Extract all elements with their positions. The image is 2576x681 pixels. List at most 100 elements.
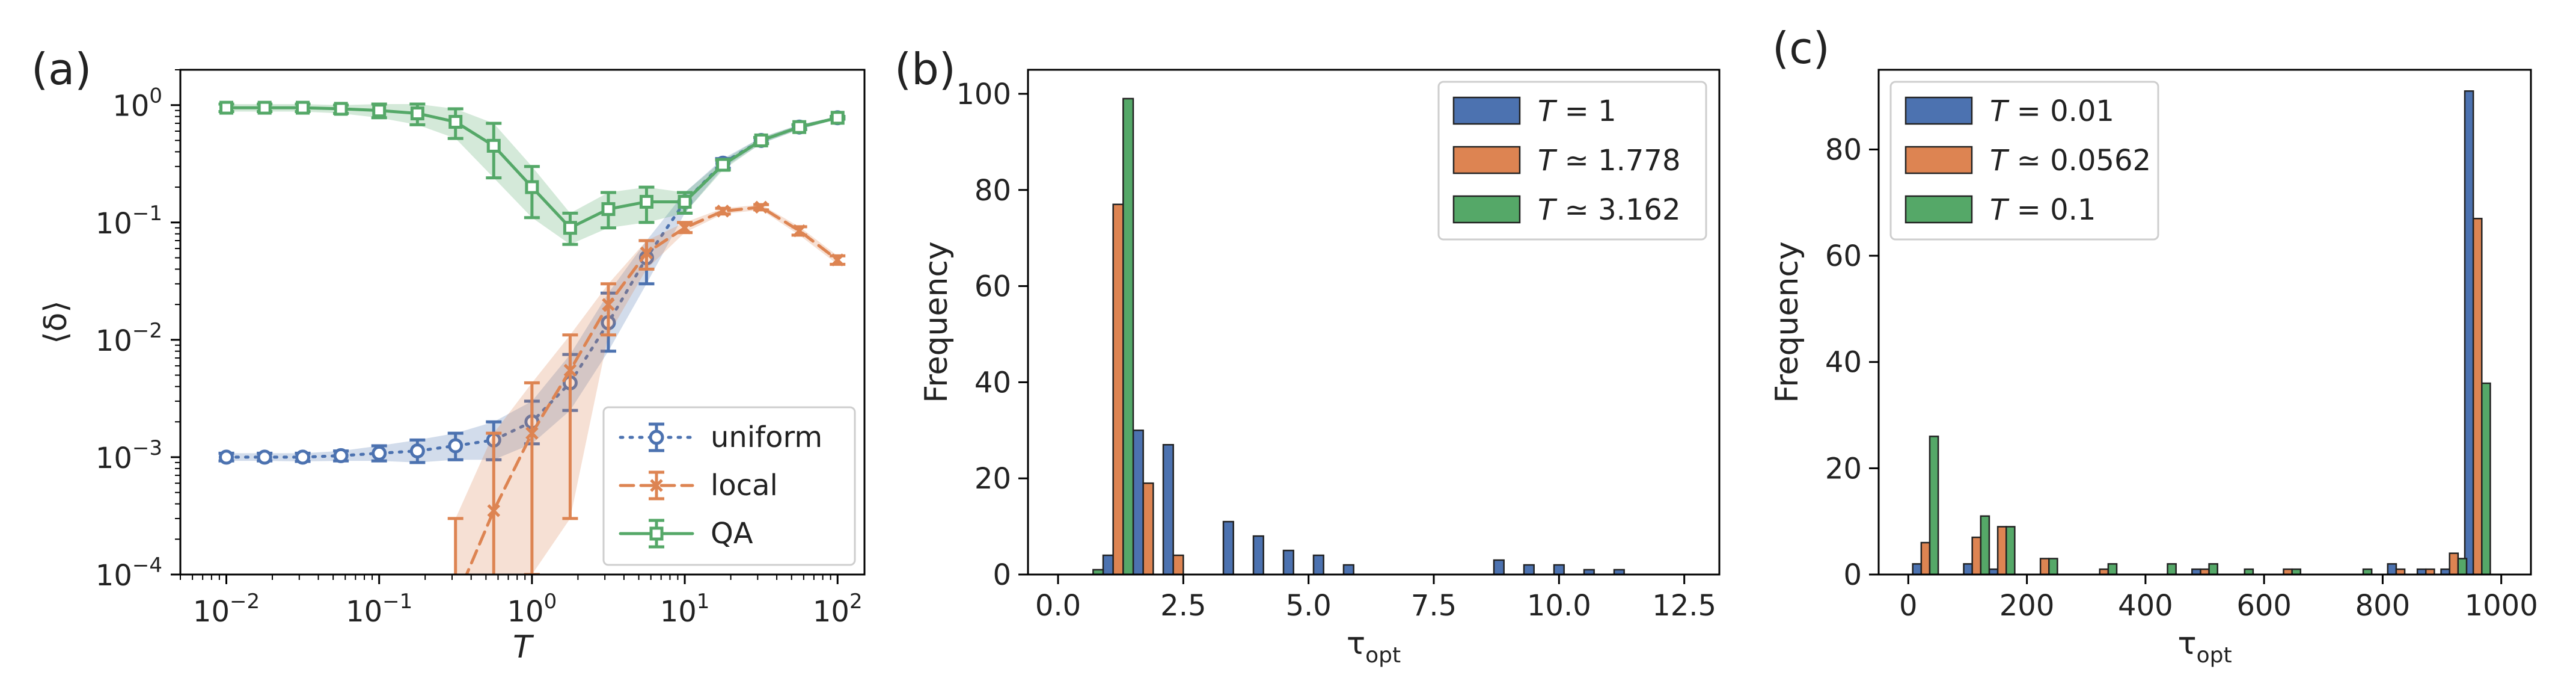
bar-1: [1132, 430, 1144, 576]
point-QA: [792, 120, 807, 134]
point-local: [640, 246, 653, 260]
bar-1: [1252, 535, 1264, 576]
bar-0.1: [2481, 382, 2491, 576]
panel-b-frame: [1027, 69, 1721, 576]
point-QA: [754, 133, 768, 147]
x-tick-label: 10−1: [346, 590, 412, 629]
y-tick-label: 40: [1825, 346, 1862, 380]
legend-swatch: [1452, 146, 1521, 174]
y-tick-label: 40: [974, 366, 1011, 399]
panel-a-frame: [179, 69, 866, 576]
y-tick-label: 0: [1843, 558, 1862, 592]
point-uniform: [409, 443, 425, 459]
point-uniform: [333, 448, 349, 463]
legend-box: [602, 406, 856, 566]
point-local: [602, 298, 615, 311]
point-QA: [525, 180, 539, 194]
point-uniform: [257, 449, 272, 465]
bar-0.0562: [2039, 558, 2050, 576]
bar-1: [1162, 444, 1174, 576]
legend-swatch: [1452, 96, 1521, 125]
point-uniform: [295, 449, 311, 465]
bar-1: [1523, 564, 1535, 576]
x-tick-label: 102: [813, 590, 863, 629]
point-QA: [486, 138, 501, 153]
y-tick-label: 100: [112, 84, 162, 123]
bar-3.162: [1122, 97, 1134, 576]
y-tick-label: 80: [974, 174, 1011, 208]
point-uniform: [219, 449, 234, 465]
legend-swatch: [1452, 195, 1521, 224]
bar-0.1: [2005, 526, 2016, 576]
point-local: [754, 200, 768, 214]
y-tick-label: 100: [956, 78, 1011, 111]
point-local: [525, 427, 539, 440]
panel-label: (a): [31, 44, 91, 94]
legend-swatch: [1904, 96, 1973, 125]
point-QA: [448, 115, 463, 129]
y-tick-label: 10−4: [96, 553, 162, 593]
y-tick-label: 80: [1825, 133, 1862, 167]
bar-0.0562: [2449, 552, 2459, 576]
bar-1: [1493, 559, 1505, 576]
legend-label: T = 0.01: [1990, 94, 2114, 128]
point-QA: [410, 106, 424, 120]
y-axis-label: ⟨δ⟩: [38, 300, 74, 344]
bar-1: [1222, 520, 1234, 576]
point-QA: [334, 102, 348, 116]
point-local: [831, 253, 845, 267]
bar-0.0562: [1971, 536, 1982, 576]
legend: T = 0.01 T ≃ 0.0562 T = 0.1: [1889, 81, 2159, 241]
bar-0.1: [2457, 558, 2468, 576]
y-tick-label: 10−2: [96, 319, 162, 358]
panel-b: 0.0 2.5 5.0 7.5 10.0 12.5 0 20 40 60 80 100 τopt Freq…: [895, 44, 1721, 668]
band-local: [455, 205, 838, 575]
y-tick-label: 10−1: [96, 202, 162, 241]
point-QA: [372, 103, 387, 118]
bar-1: [1553, 564, 1565, 576]
x-tick-label: 2.5: [1160, 589, 1206, 623]
x-tick-label: 800: [2355, 589, 2411, 623]
legend-swatch: [1904, 146, 1973, 174]
legend: uniform local QA: [602, 406, 856, 566]
x-tick-label: 0.0: [1035, 589, 1081, 623]
point-uniform: [448, 438, 463, 454]
x-tick-label: 100: [507, 590, 557, 629]
legend: T = 1 T ≃ 1.778 T ≃ 3.162: [1437, 81, 1707, 241]
legend-marker: [650, 479, 663, 492]
bar-1: [1342, 564, 1354, 576]
point-QA: [563, 221, 577, 235]
bar-0.0562: [1920, 541, 1931, 576]
point-QA: [219, 100, 234, 115]
x-axis-label: τopt: [1347, 626, 1401, 668]
x-tick-label: 400: [2118, 589, 2173, 623]
bar-0.01: [1912, 563, 1923, 576]
panel-a: 10−2 10−1 100 101 10210−410−310−210−1100T⟨δ⟩…: [31, 44, 866, 665]
x-tick-label: 10−2: [193, 590, 260, 629]
bar-0.01: [1963, 563, 1973, 576]
bar-0.1: [2167, 563, 2177, 576]
point-QA: [257, 100, 272, 115]
legend-label: T ≃ 1.778: [1538, 144, 1680, 177]
point-local: [678, 221, 691, 235]
legend-label-local: local: [711, 469, 778, 502]
bar-0.1: [2048, 558, 2058, 576]
point-QA: [296, 100, 310, 115]
bar-1.778: [1142, 482, 1154, 576]
legend-swatch: [1904, 195, 1973, 224]
bar-0.1: [1980, 515, 1990, 576]
y-axis-label: Frequency: [1769, 241, 1805, 403]
bar-1: [1282, 549, 1294, 576]
y-tick-label: 60: [974, 270, 1011, 304]
x-tick-label: 12.5: [1652, 589, 1716, 623]
point-local: [792, 224, 806, 238]
bar-0.0562: [1996, 526, 2007, 576]
legend-label: T = 1: [1538, 94, 1617, 128]
x-tick-label: 0: [1899, 589, 1918, 623]
x-tick-label: 600: [2236, 589, 2292, 623]
y-axis-label: Frequency: [919, 241, 955, 403]
panel-label: (b): [895, 44, 956, 94]
legend-label: T ≃ 3.162: [1538, 193, 1680, 227]
panel-c: 0 200 400 600 800 1000 0 20 40 60 80 τopt Frequency (…: [1769, 23, 2538, 668]
